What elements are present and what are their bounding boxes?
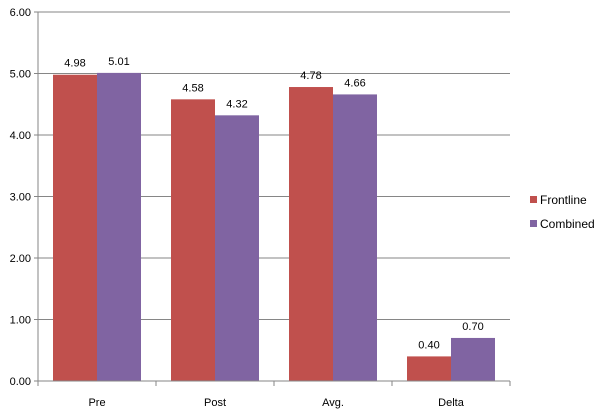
data-label: 4.32 xyxy=(226,98,247,110)
y-tick-label: 2.00 xyxy=(10,253,31,265)
bars xyxy=(53,72,495,381)
y-tick-label: 6.00 xyxy=(10,7,31,19)
bar-frontline-3 xyxy=(407,356,451,381)
y-tick-label: 0.00 xyxy=(10,376,31,388)
bar-combined-1 xyxy=(215,115,259,381)
bar-frontline-0 xyxy=(53,74,97,381)
data-label: 5.01 xyxy=(108,56,129,68)
x-tick-label: Post xyxy=(204,397,226,409)
y-axis-tick-labels: 0.00 1.00 2.00 3.00 4.00 5.00 6.00 xyxy=(10,7,31,388)
x-tick-label: Pre xyxy=(88,397,105,409)
y-tick-label: 4.00 xyxy=(10,130,31,142)
data-label: 0.70 xyxy=(462,321,483,333)
data-labels: 4.98 5.01 4.58 4.32 4.78 4.66 0.40 0.70 xyxy=(64,56,483,352)
legend-label-combined: Combined xyxy=(540,217,595,231)
legend-swatch-frontline xyxy=(530,196,537,203)
data-label: 4.98 xyxy=(64,58,85,70)
bar-combined-3 xyxy=(451,337,495,381)
y-tick-label: 5.00 xyxy=(10,69,31,81)
legend-swatch-combined xyxy=(530,220,537,227)
legend: Frontline Combined xyxy=(530,193,595,231)
axes xyxy=(34,11,511,386)
data-label: 0.40 xyxy=(418,339,439,351)
y-tick-label: 3.00 xyxy=(10,192,31,204)
bar-frontline-1 xyxy=(171,99,215,381)
bar-frontline-2 xyxy=(289,87,333,381)
data-label: 4.58 xyxy=(182,82,203,94)
y-tick-label: 1.00 xyxy=(10,315,31,327)
data-label: 4.66 xyxy=(344,77,365,89)
x-tick-label: Delta xyxy=(438,397,465,409)
bar-combined-0 xyxy=(97,72,141,381)
data-label: 4.78 xyxy=(300,70,321,82)
x-tick-label: Avg. xyxy=(322,397,344,409)
x-axis-tick-labels: Pre Post Avg. Delta xyxy=(88,397,464,409)
legend-label-frontline: Frontline xyxy=(540,193,587,207)
bar-combined-2 xyxy=(333,94,377,381)
